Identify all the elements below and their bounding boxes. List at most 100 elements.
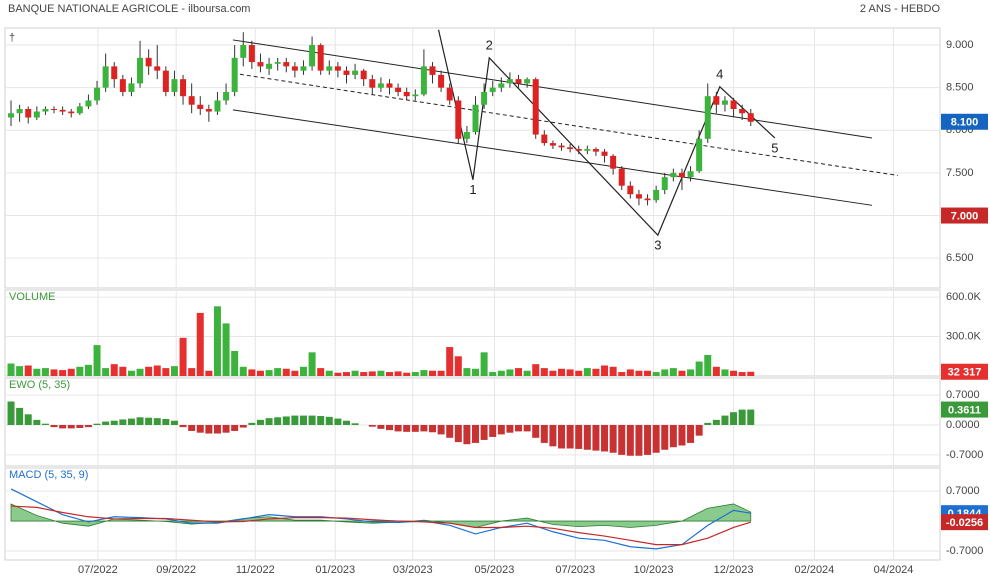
bar bbox=[127, 370, 135, 376]
x-tick-label: 02/2024 bbox=[795, 564, 835, 576]
bar bbox=[695, 424, 703, 436]
x-tick-label: 03/2023 bbox=[393, 564, 433, 576]
bar bbox=[377, 370, 385, 376]
bar bbox=[566, 424, 574, 449]
candle-body bbox=[670, 172, 677, 178]
y-tick-label: 0.7000 bbox=[946, 485, 980, 497]
candle-body bbox=[721, 100, 728, 105]
bar bbox=[334, 372, 342, 376]
bar bbox=[515, 368, 523, 376]
bar bbox=[678, 424, 686, 446]
panel-frame bbox=[4, 467, 941, 561]
bar bbox=[145, 417, 153, 425]
bar bbox=[394, 371, 402, 376]
candle-body bbox=[162, 70, 169, 92]
candle-body bbox=[274, 62, 281, 64]
candle-body bbox=[76, 106, 83, 114]
bar bbox=[669, 368, 677, 376]
x-tick-label: 05/2023 bbox=[475, 564, 515, 576]
candle-body bbox=[119, 79, 126, 92]
bar bbox=[325, 416, 333, 425]
bar bbox=[454, 424, 462, 443]
candle-body bbox=[59, 109, 66, 112]
bar bbox=[50, 369, 58, 376]
candle-body bbox=[334, 66, 341, 71]
bar bbox=[566, 369, 574, 376]
bar bbox=[24, 414, 32, 425]
bar bbox=[205, 424, 213, 434]
bar bbox=[661, 424, 669, 450]
candle-body bbox=[558, 145, 565, 148]
bar bbox=[472, 368, 480, 376]
wave-label: 1 bbox=[469, 182, 476, 197]
candle-body bbox=[223, 91, 230, 101]
bar bbox=[213, 424, 221, 434]
bar bbox=[463, 424, 471, 445]
bar bbox=[575, 370, 583, 376]
bar bbox=[50, 424, 58, 428]
value-box-label: 0.3611 bbox=[948, 404, 981, 416]
bar bbox=[652, 424, 660, 453]
bar bbox=[420, 424, 428, 432]
candle-body bbox=[601, 151, 608, 156]
bar bbox=[687, 424, 695, 443]
bar bbox=[575, 424, 583, 449]
bar bbox=[317, 368, 325, 376]
candle-body bbox=[360, 70, 367, 80]
candle-body bbox=[137, 57, 144, 84]
bar bbox=[747, 409, 755, 425]
bar bbox=[429, 424, 437, 433]
candle-body bbox=[463, 132, 470, 139]
bar bbox=[33, 368, 41, 376]
value-box-label: 8.100 bbox=[951, 117, 979, 129]
line bbox=[10, 488, 751, 550]
bar bbox=[239, 424, 247, 428]
candle-body bbox=[8, 113, 15, 118]
bar bbox=[626, 424, 634, 456]
bar bbox=[532, 424, 540, 438]
candle-body bbox=[283, 62, 290, 67]
candle-body bbox=[653, 189, 660, 201]
candle-body bbox=[592, 149, 599, 152]
bar bbox=[308, 415, 316, 425]
bar bbox=[317, 416, 325, 425]
bar bbox=[291, 415, 299, 425]
bar bbox=[76, 424, 84, 428]
bar bbox=[119, 419, 127, 425]
panel-frame bbox=[4, 27, 941, 289]
bar bbox=[119, 366, 127, 376]
bar bbox=[265, 418, 273, 425]
bar bbox=[626, 369, 634, 376]
bar bbox=[196, 424, 204, 433]
bar bbox=[523, 370, 531, 376]
wave-label: 5 bbox=[771, 140, 778, 155]
bar bbox=[523, 424, 531, 432]
candle-body bbox=[395, 87, 402, 92]
bar bbox=[454, 356, 462, 376]
bar bbox=[231, 424, 239, 431]
candle-body bbox=[352, 70, 359, 75]
candle-body bbox=[575, 149, 582, 151]
x-tick-label: 01/2023 bbox=[315, 564, 355, 576]
bar bbox=[16, 407, 24, 425]
candle-body bbox=[25, 108, 32, 118]
bar bbox=[282, 368, 290, 376]
bar bbox=[170, 366, 178, 376]
bar bbox=[222, 424, 230, 433]
candle-body bbox=[33, 111, 40, 118]
candle-body bbox=[532, 79, 539, 135]
candle-body bbox=[498, 83, 505, 88]
wave-label: 4 bbox=[716, 66, 723, 81]
candle-body bbox=[618, 168, 625, 186]
bar bbox=[145, 366, 153, 376]
value-box bbox=[941, 514, 988, 531]
bar bbox=[704, 354, 712, 376]
bar bbox=[558, 368, 566, 376]
candle-body bbox=[678, 172, 685, 178]
candle-body bbox=[128, 83, 135, 92]
y-tick-label: 7.500 bbox=[946, 167, 974, 179]
bar bbox=[652, 372, 660, 376]
bar bbox=[179, 337, 187, 376]
bar bbox=[738, 409, 746, 425]
